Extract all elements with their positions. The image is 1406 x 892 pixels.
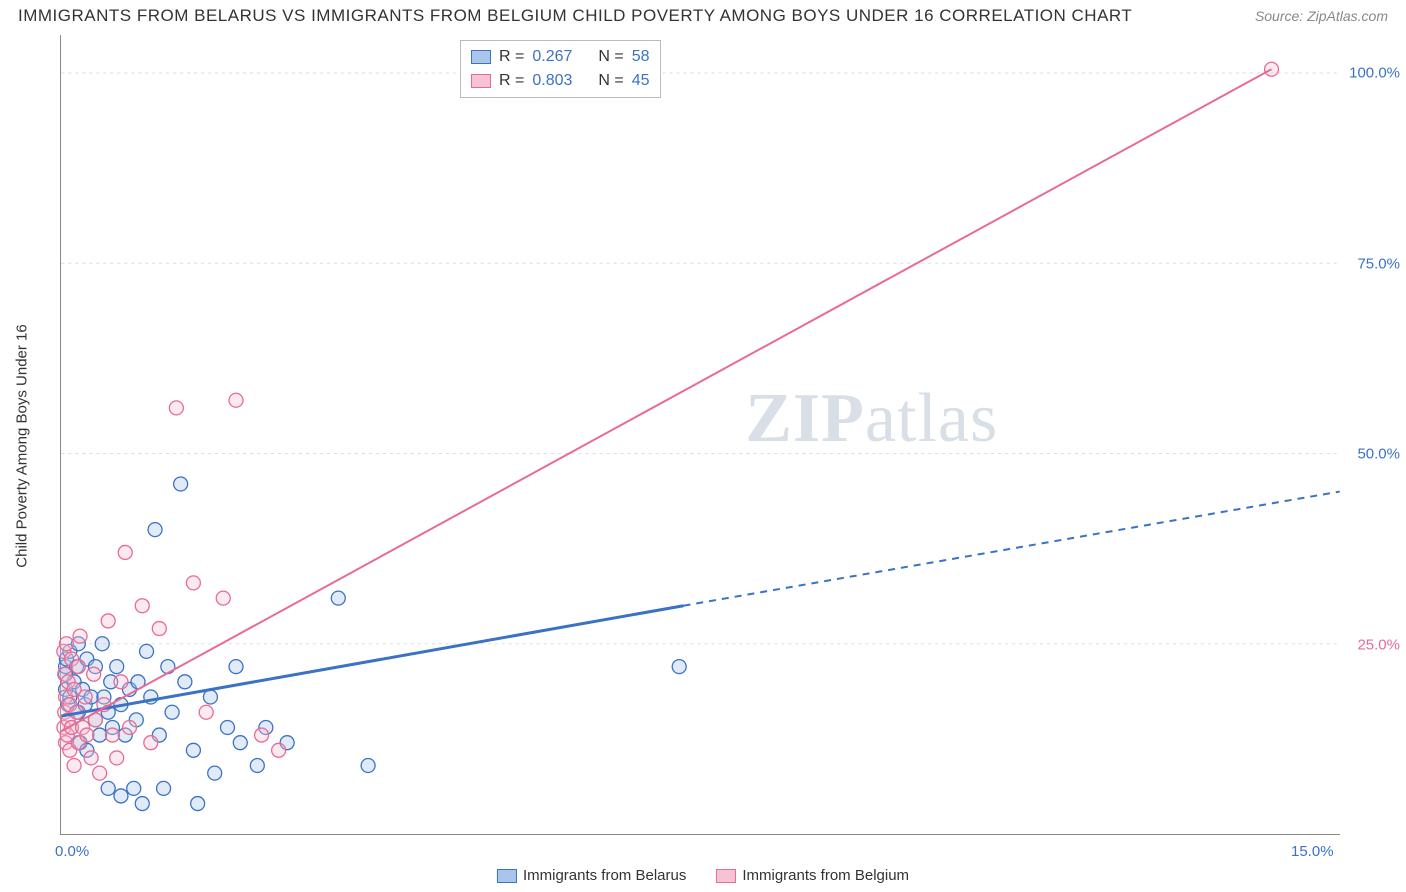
legend-r-value: 0.267 — [532, 45, 572, 69]
legend-swatch — [471, 74, 491, 88]
legend-series-item: Immigrants from Belarus — [497, 867, 686, 884]
legend-n-label: N = — [598, 69, 623, 93]
y-tick-label: 25.0% — [1345, 636, 1400, 653]
legend-swatch — [471, 50, 491, 64]
legend-n-value: 58 — [632, 45, 650, 69]
chart-title: IMMIGRANTS FROM BELARUS VS IMMIGRANTS FR… — [18, 6, 1132, 26]
legend-correlation: R = 0.267 N = 58 R = 0.803 N = 45 — [460, 40, 661, 98]
x-tick-label: 15.0% — [1291, 843, 1334, 860]
legend-correlation-row: R = 0.803 N = 45 — [471, 69, 650, 93]
legend-series-label: Immigrants from Belarus — [523, 867, 686, 884]
legend-swatch — [716, 869, 736, 883]
legend-r-label: R = — [499, 69, 524, 93]
legend-r-value: 0.803 — [532, 69, 572, 93]
y-tick-label: 50.0% — [1345, 446, 1400, 463]
source-attribution: Source: ZipAtlas.com — [1255, 8, 1388, 24]
legend-series-item: Immigrants from Belgium — [716, 867, 909, 884]
y-tick-label: 75.0% — [1345, 255, 1400, 272]
legend-correlation-row: R = 0.267 N = 58 — [471, 45, 650, 69]
x-tick-label: 0.0% — [55, 843, 89, 860]
legend-series: Immigrants from Belarus Immigrants from B… — [497, 867, 909, 884]
legend-r-label: R = — [499, 45, 524, 69]
plot-svg — [61, 35, 1340, 834]
legend-n-value: 45 — [632, 69, 650, 93]
plot-area: 25.0%50.0%75.0%100.0%0.0%15.0% — [60, 35, 1340, 835]
legend-n-label: N = — [598, 45, 623, 69]
legend-swatch — [497, 869, 517, 883]
legend-series-label: Immigrants from Belgium — [742, 867, 909, 884]
y-axis-label: Child Poverty Among Boys Under 16 — [14, 324, 31, 567]
chart-container: IMMIGRANTS FROM BELARUS VS IMMIGRANTS FR… — [0, 0, 1406, 892]
y-tick-label: 100.0% — [1345, 65, 1400, 82]
